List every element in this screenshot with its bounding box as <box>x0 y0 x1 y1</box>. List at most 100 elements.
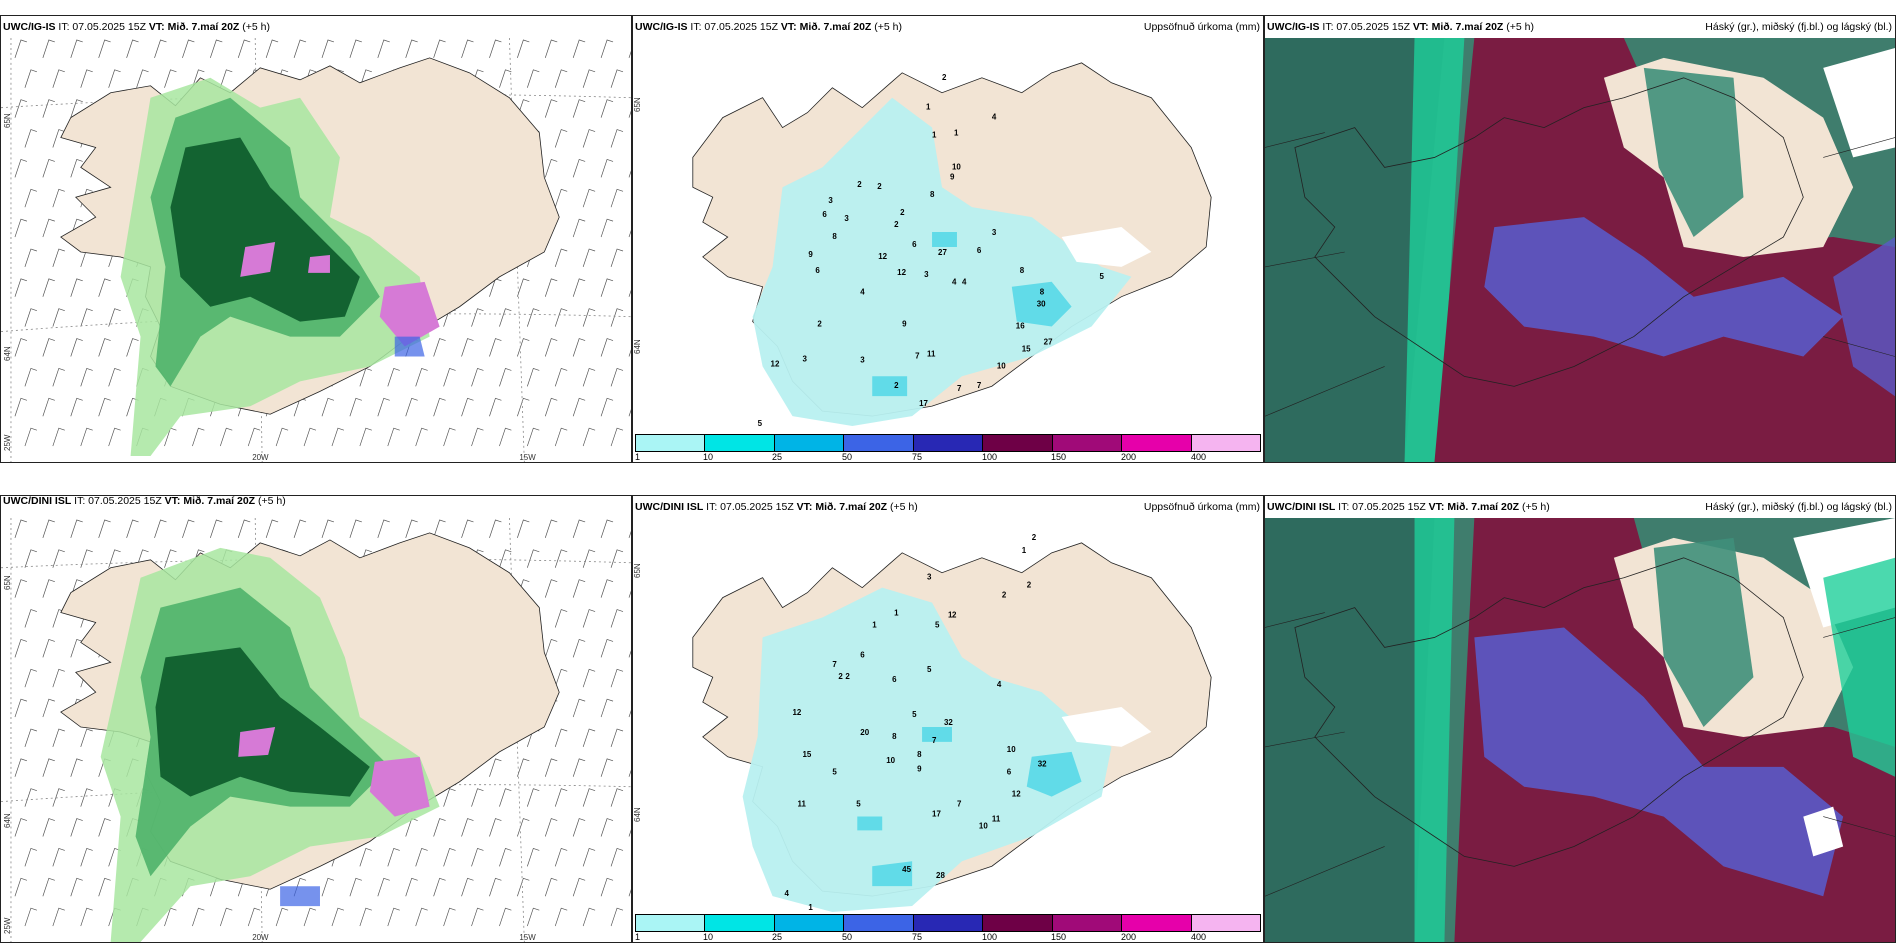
wind-barb <box>275 427 289 447</box>
svg-text:27: 27 <box>1044 337 1053 346</box>
wind-barb <box>600 519 614 539</box>
svg-text:8: 8 <box>917 750 922 759</box>
svg-text:3: 3 <box>927 573 932 582</box>
wind-barb <box>247 427 261 447</box>
svg-text:8: 8 <box>892 732 897 741</box>
wind-barb <box>70 818 83 837</box>
wind-barb <box>610 728 624 748</box>
svg-text:9: 9 <box>950 172 955 181</box>
colorbar-swatch <box>1191 435 1260 451</box>
svg-text:5: 5 <box>935 620 940 629</box>
wind-barb <box>52 69 65 88</box>
wind-barb <box>42 519 55 539</box>
svg-text:2: 2 <box>1002 591 1007 600</box>
svg-text:11: 11 <box>992 814 1001 823</box>
wind-barb <box>499 848 512 867</box>
wind-barb <box>70 338 83 357</box>
wind-barb <box>42 338 55 357</box>
svg-text:5: 5 <box>758 419 763 428</box>
wind-barb <box>70 158 83 178</box>
wind-barb <box>192 427 205 447</box>
wind-barb <box>210 39 223 59</box>
wind-barb <box>471 848 484 867</box>
svg-text:5: 5 <box>1100 272 1105 281</box>
panel-header: UWC/DINI ISL IT: 07.05.2025 15Z VT: Mið.… <box>635 501 1260 513</box>
wind-barb <box>24 848 37 867</box>
wind-barb <box>98 818 111 837</box>
wind-barb <box>554 69 568 88</box>
wind-barb <box>433 519 446 539</box>
svg-text:4: 4 <box>992 113 997 122</box>
wind-barb <box>24 549 37 568</box>
wind-barb <box>526 848 540 867</box>
svg-text:2: 2 <box>857 180 862 189</box>
colorbar-swatches <box>635 914 1261 932</box>
lon-label-25: 25W <box>3 917 12 934</box>
wind-barb <box>405 39 418 59</box>
wind-barb <box>600 698 614 718</box>
wind-barb <box>461 877 474 897</box>
svg-text:7: 7 <box>915 351 920 360</box>
wind-barb <box>80 549 93 568</box>
lat-label-64: 64N <box>633 807 642 822</box>
svg-text:8: 8 <box>1020 266 1025 275</box>
wind-barb <box>517 758 530 777</box>
wind-barb <box>471 368 484 387</box>
wind-barb <box>600 338 614 357</box>
wind-barb <box>219 907 233 927</box>
wind-barb <box>433 818 446 837</box>
precip-map: 2 1 4 1 1 10 9 2 2 8 3 6 3 2 2 6 8 3 9 1… <box>633 38 1263 432</box>
wind-barb <box>582 668 596 688</box>
wind-barb <box>126 39 139 59</box>
wind-barb <box>24 69 37 88</box>
wind-barb <box>24 308 37 327</box>
colorbar-swatch <box>774 435 845 451</box>
svg-text:15W: 15W <box>519 453 536 462</box>
wind-barb <box>544 158 558 178</box>
wind-barb <box>108 549 121 568</box>
panel-header: UWC/IG-IS IT: 07.05.2025 15Z VT: Mið. 7.… <box>635 21 1260 33</box>
panel-clouds-dini: UWC/DINI ISL IT: 07.05.2025 15Z VT: Mið.… <box>1264 495 1896 943</box>
wind-barb <box>14 99 28 118</box>
svg-text:27: 27 <box>938 248 947 257</box>
wind-barb <box>582 129 596 148</box>
colorbar-tick: 400 <box>1191 452 1207 462</box>
wind-barb <box>293 519 307 539</box>
wind-barb <box>359 848 372 867</box>
wind-barb <box>52 907 65 927</box>
wind-barb <box>628 289 631 297</box>
svg-text:30: 30 <box>1037 300 1046 309</box>
svg-text:12: 12 <box>878 252 887 261</box>
precip-colorbar: 1 10 25 50 75 100 150 200 400 <box>633 912 1263 942</box>
wind-barb <box>600 218 614 238</box>
wind-barb <box>628 530 631 539</box>
wind-barb <box>628 349 631 357</box>
wind-barb <box>359 427 372 447</box>
wind-barb <box>600 158 614 178</box>
wind-barb <box>554 427 568 447</box>
wind-barb <box>600 397 614 417</box>
svg-text:6: 6 <box>815 266 820 275</box>
svg-text:3: 3 <box>860 355 865 364</box>
wind-barb <box>70 877 83 897</box>
wind-barb <box>544 818 558 837</box>
colorbar-tick: 50 <box>842 932 853 942</box>
svg-text:4: 4 <box>962 278 967 287</box>
colorbar-swatch <box>1122 915 1192 931</box>
svg-text:1: 1 <box>954 129 959 138</box>
wind-barb <box>610 368 624 387</box>
colorbar-swatch <box>705 915 775 931</box>
panel-clouds-ig: UWC/IG-IS IT: 07.05.2025 15Z VT: Mið. 7.… <box>1264 15 1896 463</box>
wind-barb <box>572 39 586 59</box>
wind-barb <box>331 427 345 447</box>
svg-text:6: 6 <box>977 246 982 255</box>
wind-barb <box>42 278 55 297</box>
wind-barb <box>387 848 400 867</box>
wind-barb <box>499 427 512 447</box>
svg-text:3: 3 <box>924 270 929 279</box>
wind-barb <box>98 278 111 297</box>
wind-barb <box>610 308 624 327</box>
wind-barb <box>443 907 456 927</box>
wind-barb <box>554 848 568 867</box>
wind-barb <box>24 788 37 807</box>
